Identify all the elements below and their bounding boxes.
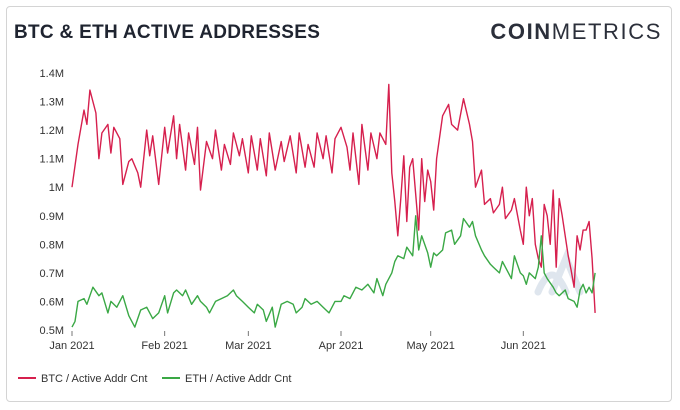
chart-title: BTC & ETH ACTIVE ADDRESSES [14, 22, 321, 43]
brand-logo-bold: COIN [490, 19, 552, 44]
y-tick-label: 1.1M [40, 154, 64, 166]
y-tick-label: 0.5M [40, 325, 64, 337]
legend-btc-label: BTC / Active Addr Cnt [41, 373, 147, 385]
y-tick-label: 0.6M [40, 296, 64, 308]
x-tick-label: May 2021 [407, 340, 455, 352]
y-tick-label: 1M [49, 182, 64, 194]
eth-series-line [71, 215, 596, 328]
y-tick-label: 1.3M [40, 97, 64, 109]
btc-series-line [71, 83, 596, 313]
y-tick-label: 0.7M [40, 268, 64, 280]
y-tick-label: 0.8M [40, 239, 64, 251]
x-tick-label: Jan 2021 [49, 340, 94, 352]
y-tick-label: 0.9M [40, 211, 64, 223]
brand-logo-light: METRICS [551, 19, 662, 44]
brand-logo: COINMETRICS [490, 19, 662, 45]
x-tick-label: Feb 2021 [141, 340, 187, 352]
x-tick-label: Mar 2021 [225, 340, 271, 352]
chart-card [6, 6, 672, 402]
x-tick-label: Jun 2021 [501, 340, 546, 352]
watermark-icon [534, 248, 584, 296]
y-tick-label: 1.2M [40, 125, 64, 137]
y-tick-label: 1.4M [40, 68, 64, 80]
x-tick-label: Apr 2021 [319, 340, 364, 352]
legend-eth-label: ETH / Active Addr Cnt [185, 373, 291, 385]
